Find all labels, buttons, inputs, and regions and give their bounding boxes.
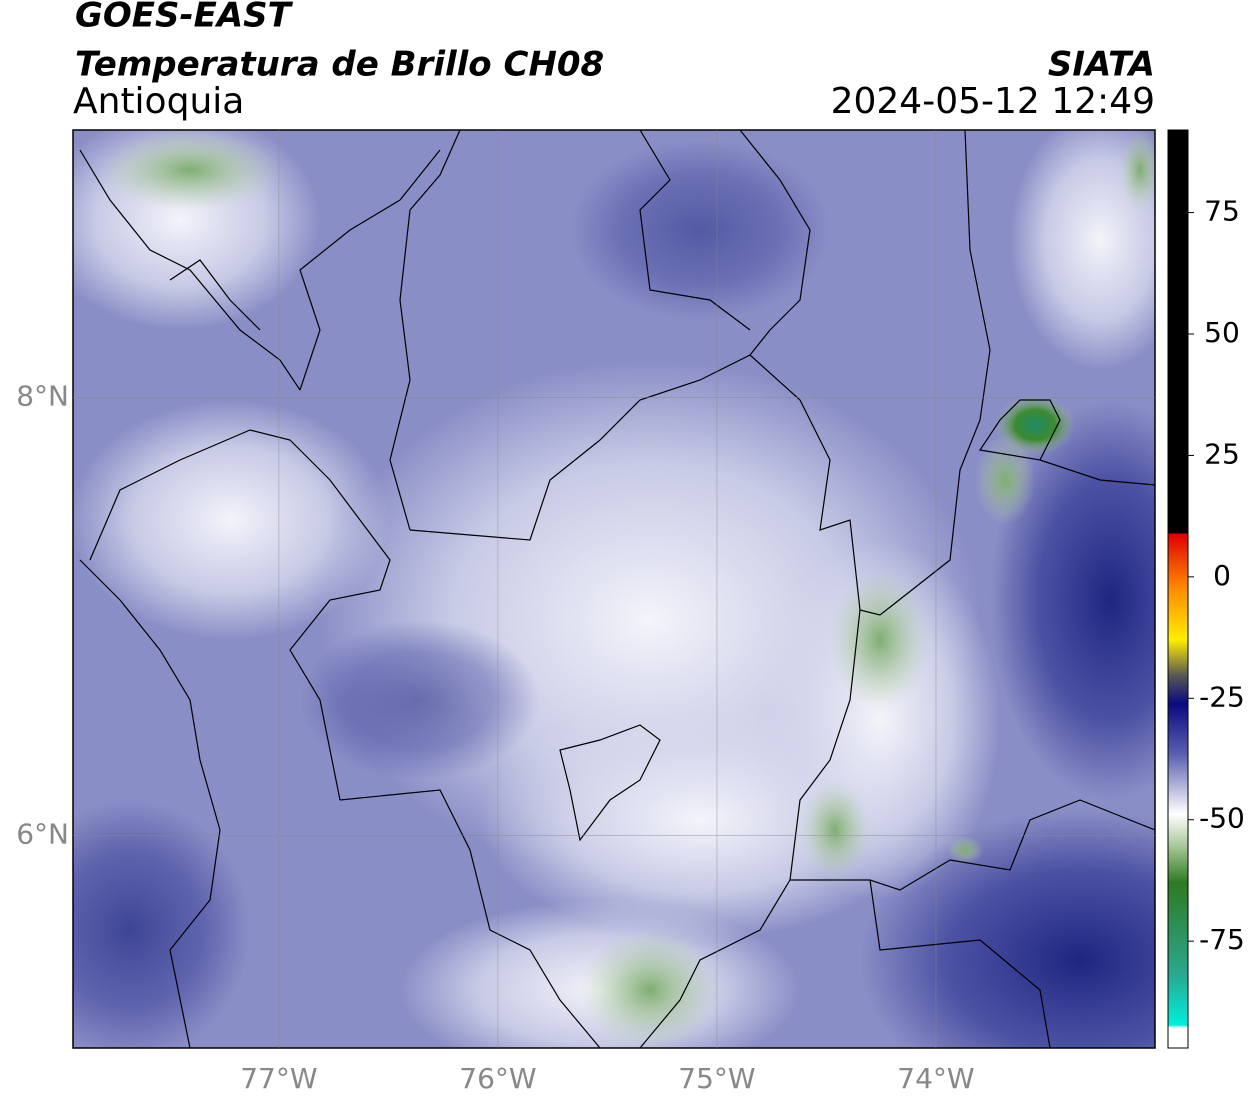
x-tick-label: 77°W	[240, 1062, 317, 1095]
colorbar-tick-label: 50	[1204, 316, 1240, 349]
colorbar-tick-label: -25	[1199, 680, 1245, 713]
x-tick-label: 75°W	[678, 1062, 755, 1095]
y-tick-label: 8°N	[16, 379, 69, 412]
title-top: GOES-EAST	[75, 0, 294, 36]
colorbar	[1167, 129, 1189, 1049]
colorbar-tick-label: -50	[1199, 802, 1245, 835]
title: Temperatura de Brillo CH08	[75, 45, 604, 85]
colorbar-tick-label: 0	[1213, 559, 1231, 592]
y-tick-label: 6°N	[16, 817, 69, 850]
colorbar-tick-label: 75	[1204, 195, 1240, 228]
colorbar-tick-label: -75	[1199, 923, 1245, 956]
datetime: 2024-05-12 12:49	[831, 81, 1155, 122]
region: Antioquia	[73, 81, 244, 122]
x-tick-label: 74°W	[897, 1062, 974, 1095]
colorbar-tick-label: 25	[1204, 437, 1240, 470]
borders	[79, 130, 1155, 1048]
source: SIATA	[1048, 45, 1155, 85]
map-frame	[72, 129, 1156, 1049]
x-tick-label: 76°W	[459, 1062, 536, 1095]
satellite-image	[73, 130, 1155, 1048]
